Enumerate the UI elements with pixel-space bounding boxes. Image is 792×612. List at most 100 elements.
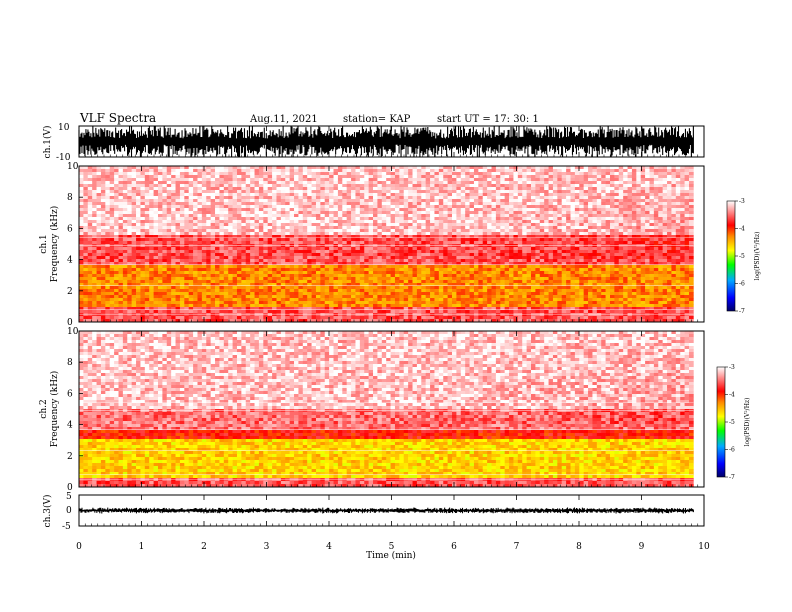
spectrogram-cell [206, 298, 211, 302]
spectrogram-cell [258, 199, 264, 203]
spectrogram-cell [377, 265, 383, 269]
spectrogram-cell [162, 220, 168, 224]
spectrogram-cell [83, 313, 89, 317]
spectrogram-cell [438, 181, 444, 185]
spectrogram-cell [495, 247, 501, 251]
spectrogram-cell [236, 169, 242, 173]
spectrogram-cell [495, 271, 501, 275]
spectrogram-cell [452, 196, 457, 200]
spectrogram-cell [456, 172, 462, 176]
spectrogram-cell [394, 256, 400, 260]
spectrogram-cell [364, 190, 369, 194]
spectrogram-cell [87, 220, 93, 224]
spectrogram-cell [92, 232, 97, 236]
spectrogram-cell [267, 190, 273, 194]
spectrogram-cell [92, 316, 97, 320]
spectrogram-cell [193, 211, 198, 215]
spectrogram-cell [210, 214, 216, 218]
spectrogram-cell [289, 190, 295, 194]
spectrogram-cell [153, 202, 159, 206]
spectrogram-cell [307, 280, 312, 284]
spectrogram-cell [294, 271, 299, 275]
spectrogram-cell [144, 199, 150, 203]
spectrogram-cell [302, 214, 308, 218]
spectrogram-cell [122, 181, 128, 185]
spectrogram-cell [447, 193, 453, 197]
spectrogram-cell [201, 301, 207, 305]
spectrogram-cell [197, 310, 203, 314]
spectrogram-cell [460, 256, 466, 260]
spectrogram-cell [272, 259, 277, 263]
spectrogram-cell [254, 250, 260, 254]
spectrogram-cell [245, 187, 251, 191]
spectrogram-cell [416, 184, 422, 188]
spectrogram-cell [175, 274, 181, 278]
spectrogram-cell [83, 187, 89, 191]
spectrogram-cell [473, 289, 479, 293]
spectrogram-cell [478, 277, 484, 281]
spectrogram-cell [346, 175, 352, 179]
spectrogram-cell [140, 283, 146, 287]
spectrogram-cell [100, 229, 106, 233]
spectrogram-cell [315, 232, 321, 236]
spectrogram-cell [346, 223, 352, 227]
spectrogram-cell [430, 265, 435, 269]
spectrogram-cell [153, 301, 159, 305]
spectrogram-cell [412, 250, 418, 254]
spectrogram-cell [342, 205, 347, 209]
spectrogram-cell [337, 310, 343, 314]
spectrogram-cell [258, 250, 264, 254]
spectrogram-cell [118, 208, 124, 212]
spectrogram-cell [136, 202, 141, 206]
spectrogram-cell [320, 280, 326, 284]
spectrogram-cell [469, 178, 475, 182]
spectrogram-cell [456, 292, 462, 296]
spectrogram-cell [333, 214, 339, 218]
spectrogram-cell [188, 181, 194, 185]
spectrogram-cell [416, 265, 422, 269]
spectrogram-cell [355, 238, 361, 242]
spectrogram-cell [456, 271, 462, 275]
spectrogram-cell [373, 271, 378, 275]
spectrogram-cell [452, 250, 457, 254]
spectrogram-cell [416, 169, 422, 173]
spectrogram-cell [193, 223, 198, 227]
spectrogram-cell [355, 169, 361, 173]
spectrogram-cell [153, 271, 159, 275]
spectrogram-cell [245, 169, 251, 173]
spectrogram-cell [394, 310, 400, 314]
spectrogram-cell [434, 181, 440, 185]
spectrogram-cell [298, 271, 304, 275]
spectrogram-cell [368, 226, 374, 230]
spectrogram-cell [465, 259, 470, 263]
spectrogram-cell [311, 247, 317, 251]
spectrogram-cell [87, 202, 93, 206]
station-label: station= KAP [343, 114, 411, 125]
spectrogram-cell [215, 190, 220, 194]
spectrogram-cell [359, 319, 365, 323]
spectrogram-cell [245, 208, 251, 212]
spectrogram-cell [298, 268, 304, 272]
spectrogram-cell [443, 223, 448, 227]
spectrogram-cell [452, 265, 457, 269]
spectrogram-cell [368, 295, 374, 299]
spectrogram-cell [87, 307, 93, 311]
spectrogram-cell [294, 247, 299, 251]
spectrogram-cell [219, 256, 225, 260]
spectrogram-cell [232, 313, 238, 317]
spectrogram-cell [473, 211, 479, 215]
spectrogram-cell [307, 283, 312, 287]
spectrogram-cell [149, 217, 154, 221]
spectrogram-cell [351, 253, 356, 257]
spectrogram-cell [197, 316, 203, 320]
spectrogram-cell [373, 226, 378, 230]
spectrogram-cell [399, 205, 405, 209]
spectrogram-cell [136, 274, 141, 278]
spectrogram-cell [386, 268, 391, 272]
spectrogram-cell [179, 220, 185, 224]
spectrogram-cell [425, 280, 431, 284]
spectrogram-cell [127, 286, 132, 290]
spectrogram-cell [162, 205, 168, 209]
spectrogram-cell [109, 304, 115, 308]
spectrogram-cell [250, 166, 255, 170]
